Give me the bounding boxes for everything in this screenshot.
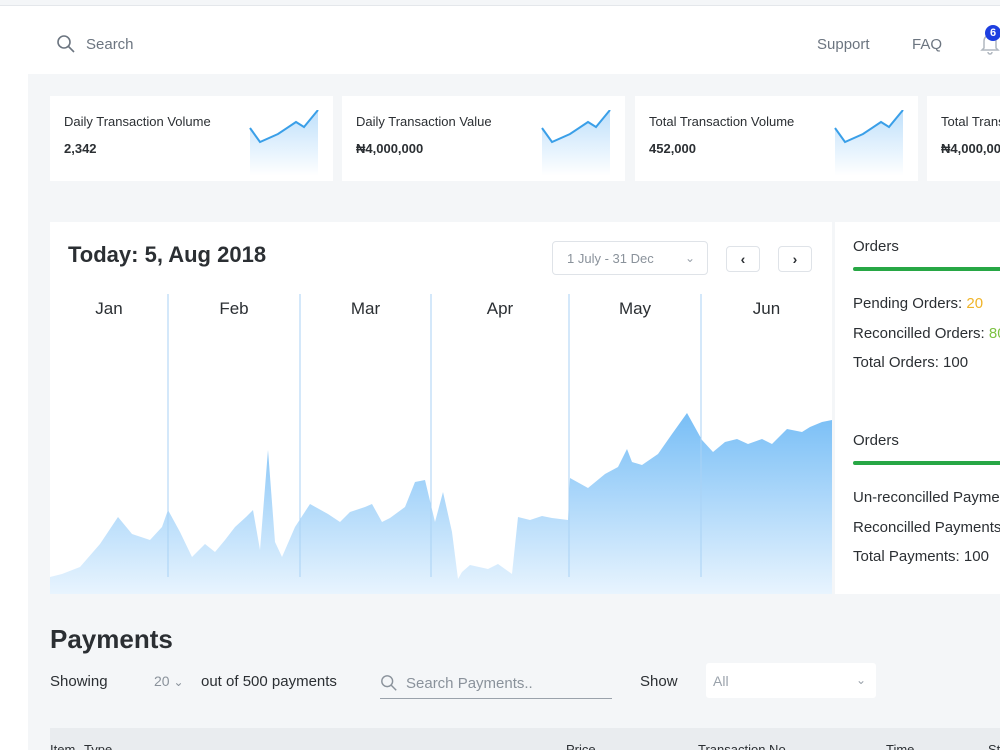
orders-title: Orders — [853, 238, 899, 255]
column-header[interactable]: Transaction No — [698, 742, 786, 750]
orders-summary-card: Orders Pending Orders: 20 Reconcilled Or… — [835, 222, 1000, 594]
month-label: Apr — [487, 299, 514, 318]
payments-search-placeholder: Search Payments.. — [406, 674, 533, 692]
stat-label: Daily Transaction Volume — [64, 114, 211, 129]
transactions-chart-card: Today: 5, Aug 2018 1 July - 31 Dec ⌄ ‹ ›… — [50, 222, 832, 594]
stat-value: 2,342 — [64, 141, 97, 156]
pending-orders: Pending Orders: 20 — [853, 295, 983, 312]
stat-label: Daily Transaction Value — [356, 114, 492, 129]
month-label: Jun — [753, 299, 780, 318]
area-series — [50, 413, 832, 594]
orders-progress-bar — [853, 267, 1000, 271]
sidebar — [0, 74, 28, 750]
total-orders: Total Orders: 100 — [853, 354, 969, 371]
reconciled-payments: Reconcilled Payments: 80 — [853, 519, 1000, 536]
search-icon — [381, 675, 397, 691]
chevron-down-icon: ⌄ — [684, 251, 695, 265]
stat-value: 452,000 — [649, 141, 696, 156]
search-icon — [57, 35, 75, 53]
search-placeholder: Search — [86, 35, 134, 53]
month-label: May — [619, 299, 652, 318]
reconciled-orders-label: Reconcilled Orders: — [853, 325, 989, 342]
column-header[interactable]: Item — [50, 742, 76, 750]
chevron-down-icon: ⌄ — [173, 675, 184, 689]
reconciled-orders: Reconcilled Orders: 80 — [853, 325, 1000, 342]
month-label: Feb — [219, 299, 248, 318]
stat-value: ₦4,000,000 — [941, 141, 1000, 156]
top-bar — [0, 5, 1000, 74]
chart-title: Today: 5, Aug 2018 — [68, 242, 267, 267]
show-filter-select[interactable]: All ⌄ — [706, 663, 876, 698]
notification-badge: 6 — [985, 25, 1000, 41]
stat-value: ₦4,000,000 — [356, 141, 424, 156]
stat-card: Total Transaction Value ₦4,000,000 — [927, 96, 1000, 181]
payments-table-header: Item Type Price Transaction No Time Stat… — [50, 728, 1000, 750]
out-of-label: out of 500 payments — [201, 673, 337, 690]
per-page-select[interactable]: 20 ⌄ — [154, 673, 184, 689]
stat-label: Total Transaction Value — [941, 114, 1000, 129]
stat-card: Total Transaction Volume 452,000 — [635, 96, 918, 181]
faq-link[interactable]: FAQ — [912, 36, 943, 53]
month-label: Jan — [95, 299, 122, 318]
column-header[interactable]: Status — [988, 742, 1000, 750]
sparkline-icon — [834, 110, 904, 176]
payments-title: Payments — [50, 624, 173, 654]
area-chart: Jan Feb Mar Apr May Jun — [50, 294, 832, 594]
show-filter-value: All — [713, 673, 729, 689]
stat-card: Daily Transaction Volume 2,342 — [50, 96, 333, 181]
pending-orders-label: Pending Orders: — [853, 295, 967, 312]
column-header[interactable]: Time — [886, 742, 915, 750]
column-header[interactable]: Price — [566, 742, 596, 750]
reconciled-orders-value: 80 — [988, 325, 1000, 342]
sparkline-icon — [249, 110, 319, 176]
month-label: Mar — [351, 299, 381, 318]
stat-label: Total Transaction Volume — [649, 114, 795, 129]
date-range-value: 1 July - 31 Dec — [567, 251, 654, 266]
total-payments: Total Payments: 100 — [853, 548, 989, 565]
payments-summary-title: Orders — [853, 432, 899, 449]
payments-search-input[interactable]: Search Payments.. — [380, 668, 612, 699]
support-link[interactable]: Support — [817, 36, 870, 53]
showing-label: Showing — [50, 673, 108, 690]
date-range-select[interactable]: 1 July - 31 Dec ⌄ — [552, 241, 708, 275]
per-page-value: 20 — [154, 673, 170, 689]
stat-card: Daily Transaction Value ₦4,000,000 — [342, 96, 625, 181]
payments-progress-bar — [853, 461, 1000, 465]
show-label: Show — [640, 673, 678, 690]
global-search[interactable]: Search — [56, 34, 134, 54]
chevron-down-icon: ⌄ — [855, 673, 866, 687]
column-header[interactable]: Type — [84, 742, 113, 750]
pending-orders-value: 20 — [966, 295, 984, 312]
unreconciled-payments: Un-reconcilled Payments: 20 — [853, 489, 1000, 506]
sparkline-icon — [541, 110, 611, 176]
prev-button[interactable]: ‹ — [726, 246, 760, 272]
next-button[interactable]: › — [778, 246, 812, 272]
